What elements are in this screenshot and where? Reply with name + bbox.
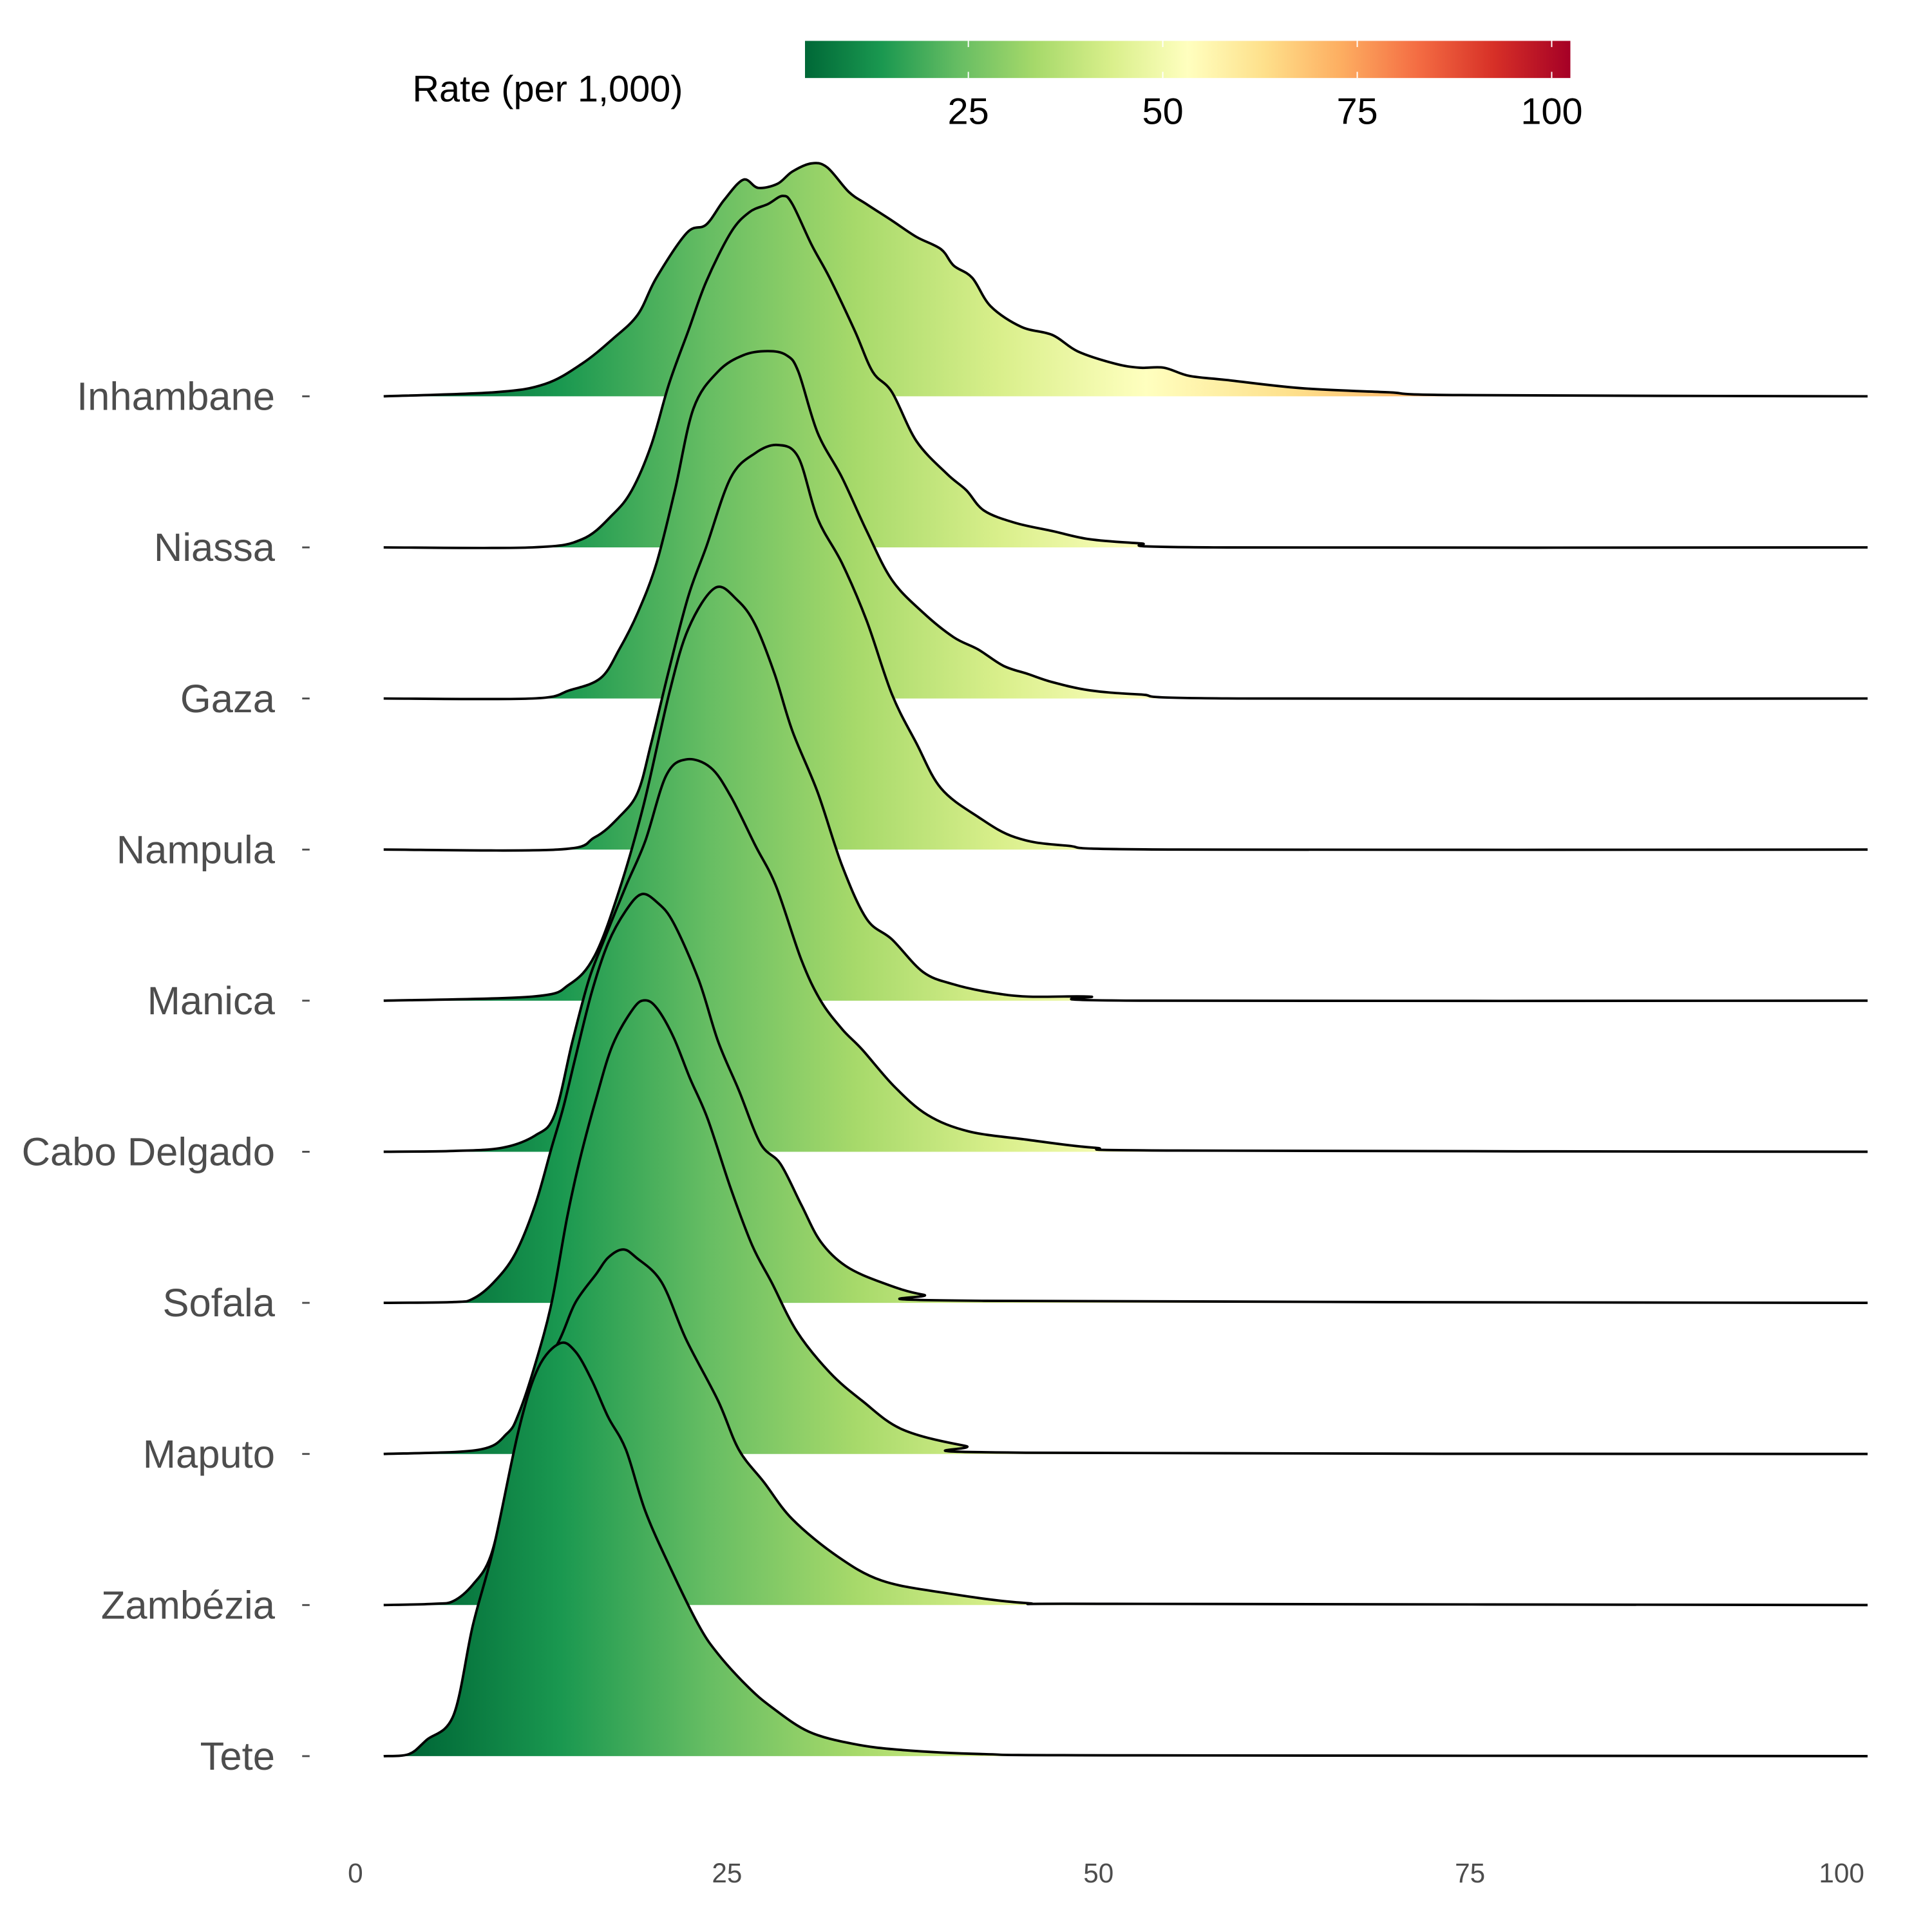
x-tick-label: 50	[1083, 1858, 1113, 1888]
ridge-maputo	[383, 999, 1868, 1455]
ridge-line	[383, 350, 1868, 701]
ridge-line	[383, 162, 1868, 398]
ridges	[383, 162, 1868, 1757]
y-tick-label: Manica	[147, 979, 276, 1023]
ridge-line	[383, 194, 1868, 549]
ridge-sofala	[383, 893, 1868, 1304]
legend-tick-label: 100	[1520, 91, 1582, 132]
y-tick-label: Cabo Delgado	[22, 1130, 275, 1175]
ridge-line	[383, 585, 1868, 1003]
ridge-nampula	[383, 443, 1868, 852]
ridge-line	[383, 757, 1868, 1153]
ridge-fill	[383, 1000, 1868, 1454]
ridge-line	[383, 893, 1868, 1304]
y-tick-label: Maputo	[143, 1432, 275, 1477]
legend-tick-label: 75	[1336, 91, 1378, 132]
ridge-fill	[383, 444, 1868, 851]
legend-title: Rate (per 1,000)	[412, 69, 683, 110]
x-tick-label: 100	[1819, 1858, 1864, 1888]
y-tick-label: Inhambane	[77, 375, 275, 419]
legend-tick-label: 50	[1142, 91, 1183, 132]
ridge-line	[383, 443, 1868, 852]
x-tick-label: 0	[348, 1858, 363, 1888]
y-tick-label: Niassa	[154, 526, 276, 570]
y-tick-label: Nampula	[117, 828, 276, 872]
ridge-fill	[383, 759, 1868, 1152]
legend-tick-label: 25	[948, 91, 989, 132]
ridge-inhambane	[383, 162, 1868, 398]
ridge-cabo-delgado	[383, 757, 1868, 1153]
y-tick-label: Gaza	[180, 677, 276, 721]
y-tick-label: Zambézia	[101, 1583, 276, 1627]
ridge-fill	[383, 163, 1868, 397]
x-axis: 0 25 50 75 100	[348, 1858, 1864, 1888]
ridge-tete	[383, 1341, 1868, 1757]
y-axis: Inhambane Niassa Gaza Nampula Manica Cabo Del…	[22, 375, 310, 1779]
ridge-fill	[383, 1249, 1868, 1605]
legend-colorbar	[805, 41, 1571, 79]
y-tick-label: Tete	[200, 1734, 275, 1779]
y-tick-label: Sofala	[162, 1281, 275, 1325]
legend: Rate (per 1,000) 25 50 75 100	[412, 41, 1583, 132]
ridge-fill	[383, 894, 1868, 1303]
x-tick-label: 25	[712, 1858, 742, 1888]
ridge-line	[383, 999, 1868, 1455]
x-tick-label: 75	[1455, 1858, 1485, 1888]
ridge-line	[383, 1341, 1868, 1757]
